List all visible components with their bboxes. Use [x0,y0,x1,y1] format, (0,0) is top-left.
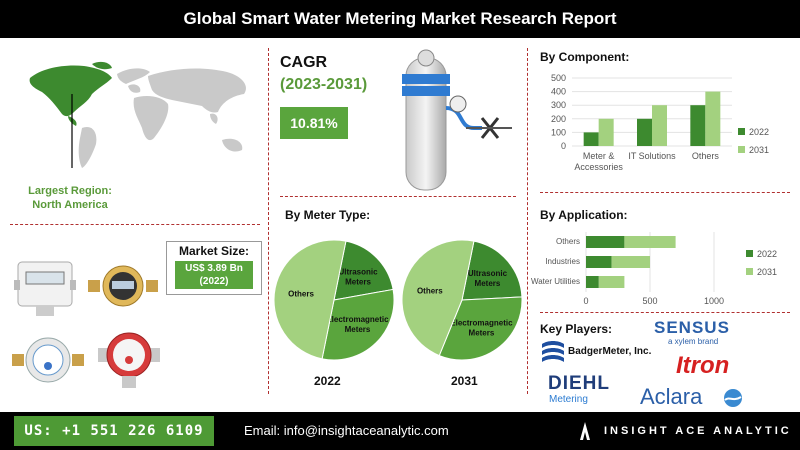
component-bar-chart: 0 100 200 300 400 500 Meter &Accessories IT Sol… [551,73,769,172]
insightace-logo-icon [580,422,590,440]
application-header: By Application: [540,208,628,222]
pie-label: Meters [345,278,371,287]
y-tick-label: 0 [561,141,566,151]
pie-slice [333,240,394,301]
legend-swatch [746,250,753,257]
pie-slice [273,239,347,360]
market-size-value: US$ 3.89 Bn [185,263,243,274]
region-label: Largest Region: [28,185,112,197]
divider-left-h [10,224,260,225]
bar-2031 [652,105,667,146]
diehl-tagline: Metering [549,394,588,405]
divider-mid-h [280,196,516,197]
phone-number[interactable]: US: +1 551 226 6109 [14,416,214,446]
y-tick-label: 200 [551,114,566,124]
pie-slice [321,288,395,361]
pie-slice [438,296,523,361]
bar-2031 [598,276,625,288]
pie-label: Ultrasonic [468,269,508,278]
water-tank-icon [402,49,512,191]
bar-2031 [611,256,650,268]
email-link[interactable]: Email: info@insightaceanalytic.com [244,423,449,438]
key-players-header: Key Players: [540,322,613,336]
bar-2022 [690,105,706,146]
pie-label: Meters [345,325,371,334]
pie-2031-title: 2031 [451,374,478,388]
pie-label: Others [288,289,314,298]
diehl-logo: DIEHL [548,373,610,394]
sensus-tagline: a xylem brand [668,337,719,346]
region-value: North America [32,199,108,211]
sensus-logo: SENSUS [654,318,730,337]
y-tick-label: 500 [551,73,566,83]
x-tick-label: 500 [642,296,657,306]
bar-2022 [583,132,599,146]
blue-meter-icon [12,337,84,383]
legend-label: 2022 [757,249,777,259]
bar-2031 [624,236,676,248]
legend-label: 2022 [749,127,769,137]
pie-slice [461,240,523,301]
y-tick-label: Others [556,237,580,246]
x-tick-label: Others [692,151,720,161]
bar-2022 [586,276,599,288]
ultrasonic-meter-icon [14,261,76,316]
legend-swatch [738,128,745,135]
pie-label: Others [417,286,443,295]
legend-label: 2031 [757,267,777,277]
x-tick-label: Accessories [574,162,623,172]
badger-meter-icon [542,341,564,362]
market-size-year: (2022) [199,276,229,287]
cagr-label: CAGR [280,54,328,71]
meter-type-pie-2031: UltrasonicMetersElectromagneticMetersOth… [401,239,523,361]
divider-right-h2 [540,312,790,313]
pie-label: Electromagnetic [326,315,389,324]
x-tick-label: Meter & [583,151,615,161]
application-bar-chart: 0 500 1000 Others Industries Water Utilities 2… [531,232,777,306]
divider-right-h1 [540,192,790,193]
legend-swatch [738,146,745,153]
y-tick-label: 300 [551,100,566,110]
meter-type-header: By Meter Type: [285,208,371,222]
bar-2022 [637,118,652,146]
meter-type-pie-2022: UltrasonicMetersElectromagneticMetersOth… [273,239,395,361]
world-map-icon [29,61,247,168]
aclara-wave-icon [724,389,742,407]
brand-name: INSIGHT ACE ANALYTIC [604,425,792,437]
y-tick-label: 400 [551,87,566,97]
pie-label: Meters [475,279,501,288]
red-meter-icon [98,332,160,388]
y-tick-label: Water Utilities [531,277,580,286]
x-tick-label: IT Solutions [628,151,676,161]
pie-label: Electromagnetic [450,318,513,327]
y-tick-label: 100 [551,127,566,137]
cagr-period: (2023-2031) [280,76,368,93]
pie-slice [401,239,475,357]
page-title: Global Smart Water Metering Market Resea… [0,0,800,38]
cagr-value: 10.81% [280,107,348,139]
divider-right [527,48,528,394]
y-tick-label: Industries [545,257,580,266]
pie-label: Ultrasonic [338,268,378,277]
bar-2022 [586,236,625,248]
badger-meter-logo: BadgerMeter, Inc. [568,346,652,357]
aclara-logo: Aclara [640,384,703,409]
divider-left [268,48,269,394]
pie-2022-title: 2022 [314,374,341,388]
bar-2022 [586,256,612,268]
legend-swatch [746,268,753,275]
bar-2031 [598,118,614,146]
x-tick-label: 1000 [704,296,724,306]
pie-label: Meters [469,328,495,337]
x-tick-label: 0 [583,296,588,306]
market-size-label: Market Size: [178,244,250,258]
market-size-box: Market Size: US$ 3.89 Bn (2022) [166,241,262,295]
bar-2031 [705,91,721,146]
component-header: By Component: [540,50,630,64]
brass-meter-icon [88,265,158,307]
itron-logo: Itron [676,352,730,379]
legend-label: 2031 [749,145,769,155]
